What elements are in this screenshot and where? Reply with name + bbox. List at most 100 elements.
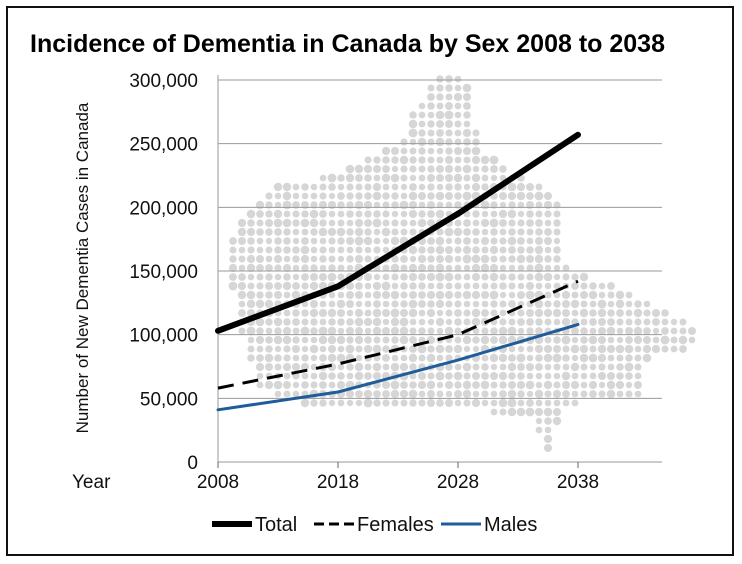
- map-dot: [436, 147, 444, 155]
- map-dot: [319, 381, 327, 389]
- map-dot: [517, 228, 525, 236]
- map-dot: [436, 399, 444, 407]
- map-dot: [625, 336, 633, 344]
- map-dot: [417, 218, 427, 228]
- map-dot: [544, 390, 552, 398]
- map-dot: [319, 354, 327, 362]
- x-tick-label: 2038: [557, 472, 599, 493]
- map-dot: [391, 228, 399, 236]
- map-dot: [499, 318, 507, 326]
- map-dot: [417, 137, 427, 147]
- map-dot: [418, 192, 426, 200]
- map-dot: [390, 308, 400, 318]
- map-dot: [399, 155, 409, 165]
- map-dot: [436, 327, 444, 335]
- map-dot: [463, 273, 471, 281]
- map-dot: [580, 282, 588, 290]
- map-dot: [454, 363, 462, 371]
- map-dot: [327, 308, 337, 318]
- map-dot: [436, 255, 444, 263]
- map-dot: [642, 353, 652, 363]
- map-dot: [256, 246, 264, 254]
- map-dot: [427, 372, 435, 380]
- map-dot: [679, 318, 687, 326]
- map-dot: [454, 156, 462, 164]
- map-dot: [607, 291, 615, 299]
- map-dot: [309, 308, 319, 318]
- map-dot: [364, 327, 372, 335]
- map-dot: [364, 255, 372, 263]
- map-dot: [651, 344, 661, 354]
- map-dot: [418, 264, 426, 272]
- map-dot: [516, 353, 526, 363]
- map-dot: [301, 309, 309, 317]
- map-dot: [337, 255, 345, 263]
- map-dot: [454, 147, 462, 155]
- map-dot: [364, 246, 372, 254]
- map-dot: [345, 164, 355, 174]
- map-dot: [652, 336, 660, 344]
- map-dot: [445, 246, 453, 254]
- map-dot: [373, 156, 381, 164]
- map-dot: [454, 84, 462, 92]
- map-dot: [445, 399, 453, 407]
- map-dot: [490, 363, 498, 371]
- map-dot: [525, 290, 535, 300]
- map-dot: [534, 191, 544, 201]
- map-dot: [481, 399, 489, 407]
- map-dot: [256, 264, 264, 272]
- map-dot: [499, 381, 507, 389]
- map-dot: [607, 336, 615, 344]
- map-dot: [454, 318, 462, 326]
- map-dot: [615, 380, 625, 390]
- map-dot: [409, 219, 417, 227]
- map-dot: [453, 371, 463, 381]
- map-dot: [427, 210, 435, 218]
- map-dot: [580, 390, 588, 398]
- map-dot: [481, 327, 489, 335]
- map-dot: [435, 299, 445, 309]
- map-dot: [436, 93, 444, 101]
- map-dot: [346, 255, 354, 263]
- map-dot: [318, 227, 328, 237]
- map-dot: [463, 120, 471, 128]
- map-dot: [462, 191, 472, 201]
- map-dot: [490, 300, 498, 308]
- map-dot: [355, 210, 363, 218]
- map-dot: [364, 156, 372, 164]
- map-dot: [624, 362, 634, 372]
- map-dot: [436, 174, 444, 182]
- map-dot: [418, 273, 426, 281]
- map-dot: [427, 165, 435, 173]
- map-dot: [310, 273, 318, 281]
- map-dot: [472, 345, 480, 353]
- map-dot: [300, 218, 310, 228]
- map-dot: [337, 183, 345, 191]
- y-tick-label: 50,000: [140, 389, 198, 410]
- map-dot: [535, 372, 543, 380]
- map-dot: [274, 354, 282, 362]
- map-dot: [382, 345, 390, 353]
- map-dot: [544, 399, 552, 407]
- map-dot: [526, 273, 534, 281]
- map-dot: [364, 228, 372, 236]
- map-dot: [480, 218, 490, 228]
- map-dot: [444, 380, 454, 390]
- map-dot: [516, 182, 526, 192]
- map-dot: [544, 228, 552, 236]
- map-dot: [454, 291, 462, 299]
- map-dot: [535, 219, 543, 227]
- map-dot: [228, 263, 238, 273]
- map-dot: [507, 389, 517, 399]
- map-dot: [472, 246, 480, 254]
- map-dot: [337, 210, 345, 218]
- map-dot: [310, 399, 318, 407]
- map-dot: [328, 399, 336, 407]
- map-dot: [517, 318, 525, 326]
- map-dot: [489, 353, 499, 363]
- map-dot: [337, 372, 345, 380]
- map-dot: [471, 290, 481, 300]
- map-dot: [400, 165, 408, 173]
- map-dot: [319, 273, 327, 281]
- map-dot: [625, 390, 633, 398]
